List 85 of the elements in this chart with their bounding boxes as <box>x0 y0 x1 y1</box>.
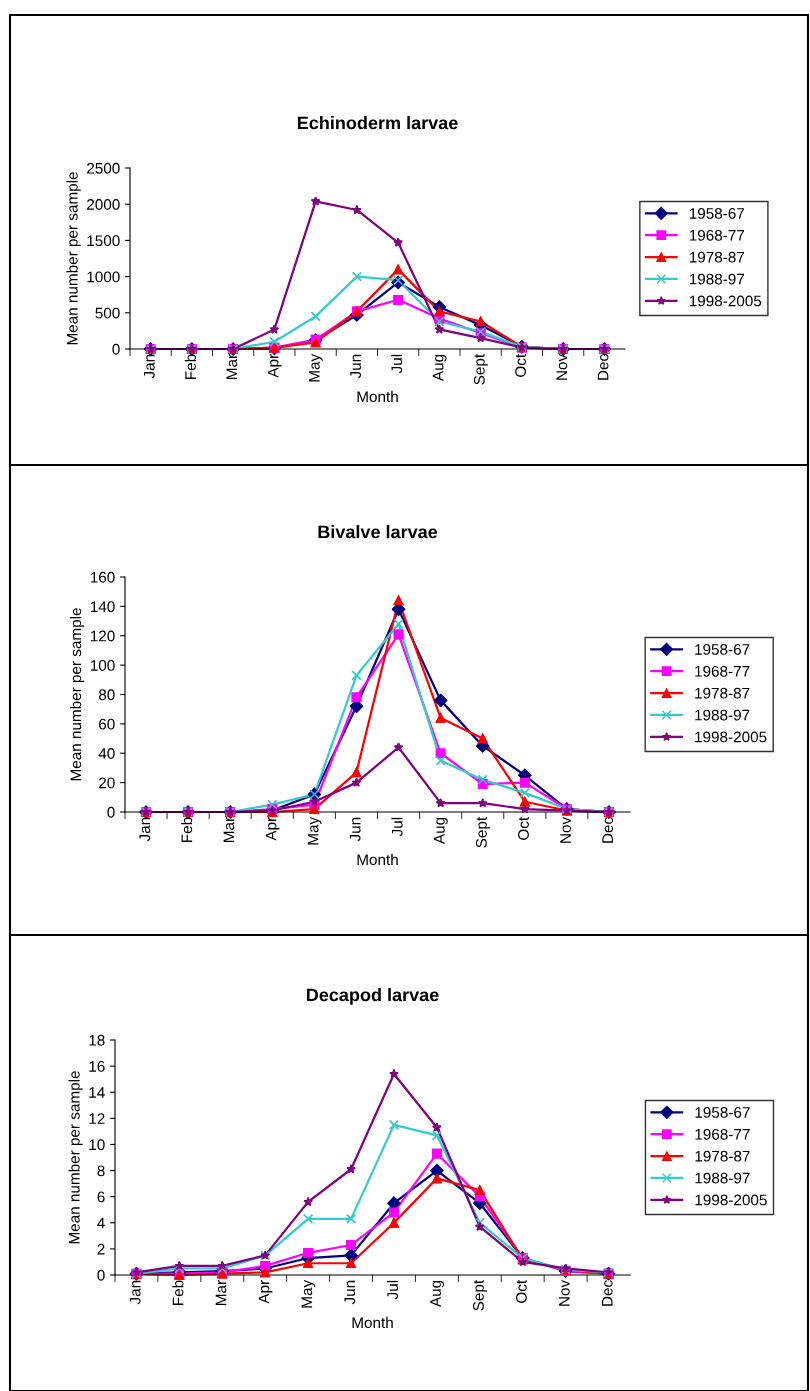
legend-label: 1958-67 <box>695 644 750 655</box>
x-tick-label: Mar <box>226 354 238 379</box>
y-tick-label: 2000 <box>87 199 120 210</box>
y-tick-label: 14 <box>89 1087 105 1098</box>
legend-label: 1958-67 <box>689 208 745 219</box>
x-tick-label: Feb <box>181 817 193 842</box>
legend-label: 1998-2005 <box>695 731 767 743</box>
y-axis-title: Mean number per sample <box>66 172 81 345</box>
y-tick-label: 12 <box>89 1113 105 1124</box>
x-tick-label: Jul <box>391 817 403 837</box>
x-tick-label: Jun <box>344 1280 356 1305</box>
legend-label: 1998-2005 <box>689 295 762 307</box>
x-tick-label: Apr <box>258 1280 273 1304</box>
x-tick-label: May <box>301 1279 316 1308</box>
chart-title: Decapod larvae <box>306 988 439 1005</box>
x-tick-label: Jun <box>350 354 361 379</box>
x-tick-label: Sept <box>473 353 488 385</box>
legend-label: 1978-87 <box>695 687 750 699</box>
x-tick-label: Nov <box>560 816 571 843</box>
y-tick-label: 10 <box>89 1139 105 1151</box>
y-axis-title: Mean number per sample <box>69 608 85 781</box>
legend-label: 1968-77 <box>689 229 745 241</box>
x-axis-title: Month <box>357 853 398 866</box>
x-axis-title: Month <box>357 390 398 403</box>
x-tick-label: Feb <box>184 354 196 379</box>
x-tick-label: Jul <box>391 354 403 374</box>
y-tick-label: 2 <box>97 1243 105 1255</box>
x-tick-label: May <box>307 816 322 845</box>
legend-label: 1988-97 <box>695 709 750 721</box>
x-tick-label: Jul <box>386 1280 399 1300</box>
x-tick-label: Jun <box>349 817 361 842</box>
x-tick-label: Nov <box>559 1279 570 1306</box>
legend-label: 1978-87 <box>689 251 745 263</box>
x-tick-label: Dec <box>597 354 609 380</box>
y-tick-label: 500 <box>95 307 120 319</box>
x-tick-label: May <box>309 353 323 382</box>
y-tick-label: 6 <box>97 1191 105 1203</box>
y-tick-label: 1500 <box>87 235 120 247</box>
legend-label: 1968-77 <box>695 665 750 677</box>
y-tick-label: 100 <box>90 659 115 671</box>
x-tick-label: Mar <box>215 1280 227 1305</box>
x-tick-label: Jan <box>139 817 151 842</box>
chart-title: Bivalve larvae <box>318 525 438 539</box>
x-tick-label: Jan <box>129 1280 141 1305</box>
x-tick-label: Nov <box>556 353 568 380</box>
x-tick-label: Mar <box>223 817 235 842</box>
y-tick-label: 160 <box>90 571 115 583</box>
y-axis-title: Mean number per sample <box>68 1071 83 1244</box>
y-tick-label: 40 <box>98 748 115 759</box>
chart-title: Echinoderm larvae <box>297 116 458 130</box>
x-tick-label: Apr <box>265 817 280 841</box>
y-tick-label: 2500 <box>87 162 120 174</box>
y-tick-label: 4 <box>97 1217 105 1229</box>
y-tick-label: 20 <box>99 777 115 789</box>
x-tick-label: Jan <box>144 354 155 379</box>
y-tick-label: 18 <box>89 1034 105 1046</box>
y-tick-label: 0 <box>107 806 115 818</box>
x-tick-label: Oct <box>515 353 526 377</box>
y-tick-label: 60 <box>99 718 115 730</box>
x-tick-label: Oct <box>518 816 529 840</box>
legend-label: 1988-97 <box>689 273 745 285</box>
legend-label: 1958-67 <box>695 1107 750 1118</box>
y-tick-label: 0 <box>112 343 120 355</box>
y-tick-label: 140 <box>90 601 115 613</box>
x-tick-label: Apr <box>267 354 282 378</box>
x-tick-label: Dec <box>601 1280 613 1306</box>
y-tick-label: 0 <box>97 1269 105 1281</box>
y-tick-label: 120 <box>90 630 115 642</box>
x-tick-label: Aug <box>430 1280 444 1308</box>
x-tick-label: Aug <box>432 354 447 382</box>
x-tick-label: Sept <box>473 1279 487 1311</box>
x-tick-label: Aug <box>434 817 448 845</box>
y-tick-label: 1000 <box>87 271 120 283</box>
y-tick-label: 8 <box>97 1165 105 1177</box>
legend-label: 1998-2005 <box>695 1194 767 1206</box>
y-tick-label: 80 <box>98 689 115 701</box>
legend-label: 1968-77 <box>695 1128 750 1140</box>
legend-label: 1988-97 <box>695 1172 750 1184</box>
x-tick-label: Oct <box>515 1279 527 1303</box>
x-tick-label: Sept <box>475 816 490 848</box>
x-axis-title: Month <box>352 1316 393 1329</box>
legend-label: 1978-87 <box>695 1150 750 1162</box>
y-tick-label: 16 <box>89 1060 105 1072</box>
x-tick-label: Dec <box>602 817 614 843</box>
x-tick-label: Feb <box>172 1280 184 1305</box>
